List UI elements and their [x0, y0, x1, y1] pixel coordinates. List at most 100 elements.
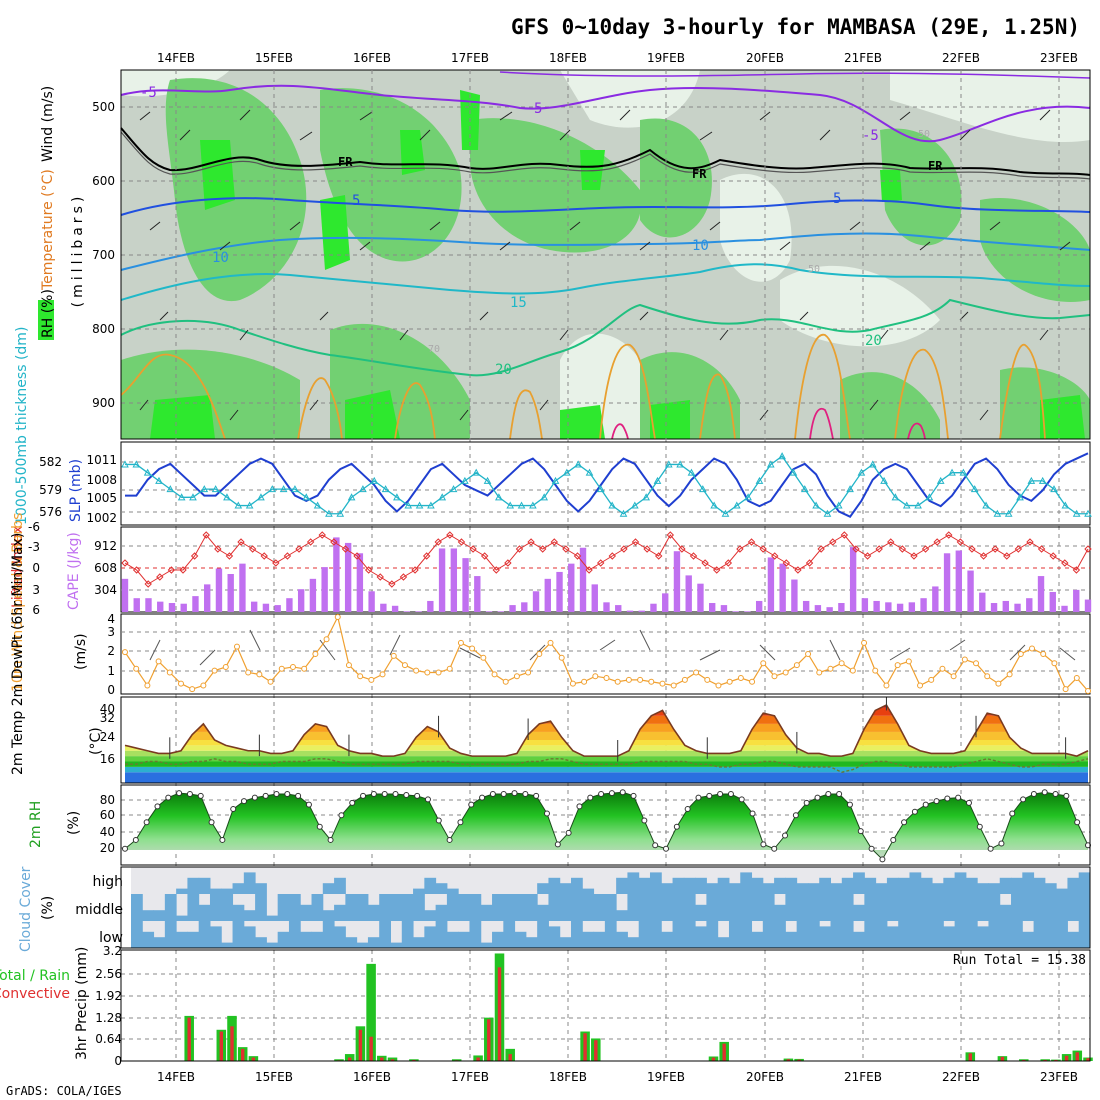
- rh2m-point: [208, 819, 215, 826]
- precip-conv-bar: [240, 1048, 245, 1061]
- thickness-point: [427, 501, 435, 509]
- cape-bar: [885, 602, 892, 612]
- precip-total-bar: [366, 963, 376, 1061]
- thickness-point: [800, 485, 809, 493]
- li-point: [480, 552, 489, 560]
- temp-series: [124, 697, 1089, 773]
- rh2m-point: [1063, 792, 1070, 799]
- thickness-point: [982, 501, 990, 509]
- cloud-bar: [379, 921, 391, 948]
- cloud-bar: [492, 894, 504, 921]
- thickness-point: [302, 493, 311, 501]
- rh2m-point: [987, 845, 994, 852]
- cloud-bar: [209, 894, 222, 921]
- wind10m-point: [805, 651, 812, 657]
- li-point: [295, 545, 303, 553]
- date-label: 23FEB: [1040, 51, 1078, 65]
- cloud-bar: [661, 883, 674, 894]
- cloud-bar: [525, 937, 538, 948]
- cape-bar: [286, 598, 293, 612]
- wind10m-point: [301, 665, 308, 672]
- cloud-bar: [334, 904, 346, 921]
- cloud-bar: [221, 894, 234, 921]
- rh2m-point: [1041, 789, 1048, 796]
- precip-conv-bar: [251, 1057, 256, 1061]
- cloud-bar: [435, 921, 448, 948]
- rh2m-point: [262, 792, 269, 799]
- wind10m-point: [256, 671, 263, 678]
- cloud-bar: [751, 877, 764, 894]
- cloud-bar: [356, 894, 369, 921]
- date-label: 20FEB: [746, 1070, 784, 1084]
- cape-bar: [344, 542, 352, 612]
- wind10m-point: [502, 678, 509, 685]
- li-point: [678, 545, 686, 553]
- cloud-bar: [932, 894, 944, 921]
- rh2m-point: [998, 840, 1005, 847]
- cape-bar: [802, 600, 810, 612]
- wind10m-point: [693, 669, 700, 676]
- thickness-point: [732, 501, 741, 509]
- cape-bar: [744, 611, 751, 612]
- cape-bar: [908, 602, 916, 612]
- rh2m-point: [846, 801, 853, 808]
- li-point: [318, 531, 326, 539]
- cape-bar: [391, 605, 399, 612]
- cloud-bar: [932, 921, 944, 948]
- date-label: 19FEB: [647, 51, 685, 65]
- cloud-bar: [830, 894, 843, 921]
- cloud-bar: [649, 872, 662, 894]
- cloud-bar: [446, 894, 459, 921]
- temp2m-ticks: 40 32 24 16: [100, 702, 115, 766]
- cape-bar: [920, 598, 927, 612]
- date-label: 22FEB: [942, 51, 980, 65]
- wind10m-point: [760, 660, 767, 667]
- thickness-point: [325, 509, 333, 517]
- ylabel-cloud-unit: (%): [40, 896, 56, 920]
- wind10m-point: [704, 676, 711, 683]
- cloud-bar: [875, 921, 888, 948]
- cloud-bar: [819, 894, 832, 921]
- li-point: [167, 566, 176, 574]
- cloud-bar: [131, 921, 143, 948]
- cloud-bar: [300, 931, 313, 948]
- ylabel-rh: RH (%): [40, 289, 56, 338]
- thickness-point: [517, 501, 526, 509]
- cloud-bar: [435, 883, 448, 894]
- cloud-bar: [514, 931, 527, 948]
- cloud-bar: [638, 921, 651, 948]
- thickness-point: [268, 485, 277, 493]
- cape-bar: [626, 610, 634, 612]
- cloud-bar: [209, 888, 222, 894]
- cloud-bar: [559, 937, 572, 948]
- thickness-point: [483, 476, 492, 484]
- date-label: 15FEB: [255, 51, 293, 65]
- cloud-bar: [1078, 894, 1091, 921]
- wind10m-point: [625, 676, 632, 683]
- rh2m-point: [338, 812, 345, 819]
- cloud-bar: [661, 894, 674, 921]
- pressure-tick-label: 600: [92, 174, 115, 188]
- thickness-point: [415, 501, 424, 509]
- rh2m-point: [738, 796, 745, 803]
- cloud-bar: [740, 872, 753, 894]
- cloud-bar: [153, 910, 166, 921]
- cloud-bar: [221, 888, 234, 894]
- cloud-bar: [728, 921, 741, 948]
- wind10m-point: [166, 669, 173, 676]
- wind10m-point: [1040, 651, 1047, 657]
- cloud-bar: [683, 894, 696, 921]
- thickness-point: [438, 493, 447, 501]
- li-point: [1061, 559, 1069, 567]
- cloud-bar: [390, 894, 403, 921]
- cape-bar: [826, 607, 833, 612]
- cloud-bar: [954, 921, 967, 948]
- precip-conv-bar: [1043, 1059, 1047, 1061]
- contour-label: 20: [495, 362, 512, 378]
- cloud-bar: [853, 872, 865, 894]
- slp-tick: 1011: [86, 453, 117, 467]
- date-label: 18FEB: [549, 1070, 587, 1084]
- cloud-bar: [841, 894, 854, 921]
- contour-label: 10: [212, 250, 229, 266]
- cloud-bar: [717, 877, 730, 894]
